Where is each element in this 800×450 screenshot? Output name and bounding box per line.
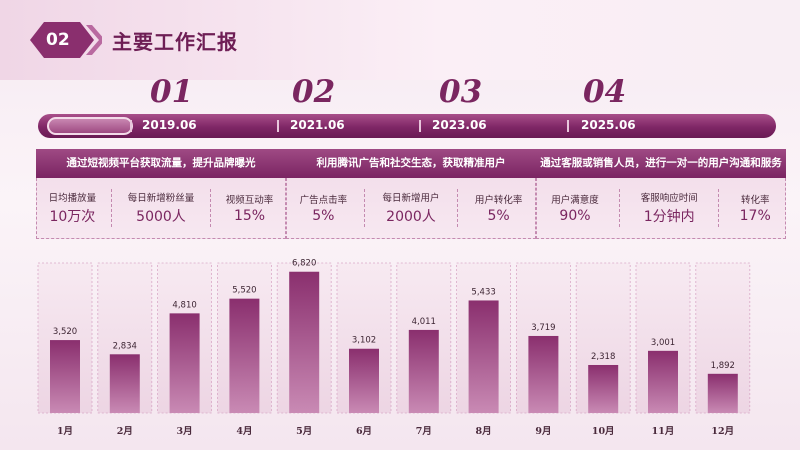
- metric: 广告点击率 5%: [300, 192, 348, 224]
- timeline-handle[interactable]: [47, 117, 133, 135]
- metric-label: 用户满意度: [551, 195, 599, 206]
- chart-bar: [588, 364, 619, 413]
- metric-value: 1分钟内: [643, 209, 695, 225]
- section-number: 02: [46, 30, 70, 50]
- chart-value-label: 2,318: [591, 352, 615, 362]
- metric: 转化率 17%: [740, 192, 771, 224]
- step-number-1: 01: [150, 74, 194, 110]
- chart-category-label: 2月: [117, 426, 133, 437]
- metric-value: 5%: [312, 208, 335, 224]
- metric-value: 90%: [559, 208, 591, 224]
- divider: [209, 189, 211, 227]
- metric: 客服响应时间 1分钟内: [641, 190, 698, 226]
- chart-bar: [528, 335, 559, 413]
- chart-value-label: 4,011: [412, 317, 436, 327]
- metric-label: 每日新增粉丝量: [127, 193, 195, 204]
- divider: [111, 189, 113, 227]
- header-background: [0, 0, 800, 80]
- step-number-2: 02: [292, 74, 336, 110]
- card-metrics: 日均播放量 10万次 每日新增粉丝量 5000人 视频互动率 15%: [36, 178, 286, 239]
- metric: 视频互动率 15%: [226, 192, 274, 224]
- section-header: 02 主要工作汇报: [30, 20, 238, 60]
- chart-value-label: 3,520: [53, 327, 77, 337]
- chart-category-label: 11月: [652, 426, 675, 437]
- card-tencent-ads: 利用腾讯广告和社交生态，获取精准用户 广告点击率 5% 每日新增用户 2000人…: [286, 149, 536, 239]
- chart-category-label: 7月: [416, 426, 432, 437]
- page-title: 主要工作汇报: [112, 29, 238, 54]
- section-number-badge: 02: [30, 22, 102, 58]
- timeline-bar: 2019.06 2021.06 2023.06 2025.06: [38, 114, 776, 138]
- metric-value: 5000人: [136, 209, 186, 225]
- chart-category-label: 9月: [535, 426, 551, 437]
- chart-category-label: 12月: [711, 426, 734, 437]
- card-metrics: 广告点击率 5% 每日新增用户 2000人 用户转化率 5%: [286, 178, 536, 239]
- timeline-date-3: 2023.06: [432, 118, 487, 132]
- chart-category-label: 1月: [57, 426, 73, 437]
- monthly-bar-chart: 3,520 1月 2,834 2月 4,810 3月 5,520 4月 6,820 5月 3,102…: [37, 259, 751, 437]
- chart-category-label: 8月: [476, 426, 492, 437]
- chart-category-label: 5月: [296, 426, 312, 437]
- chart-bar: [229, 298, 260, 413]
- card-title: 利用腾讯广告和社交生态，获取精准用户: [286, 149, 536, 178]
- metric-label: 视频互动率: [225, 195, 274, 206]
- metric: 每日新增粉丝量 5000人: [128, 190, 195, 226]
- chart-bar: [50, 340, 80, 413]
- metric-value: 17%: [739, 208, 771, 224]
- step-number-4: 04: [583, 74, 627, 110]
- card-title: 通过客服或销售人员，进行一对一的用户沟通和服务: [536, 149, 786, 178]
- chart-bar: [109, 354, 140, 413]
- chart-value-label: 1,892: [711, 361, 735, 371]
- chart-value-label: 6,820: [292, 259, 316, 269]
- chart-value-label: 2,834: [113, 341, 137, 351]
- divider: [718, 189, 720, 227]
- metric-label: 日均播放量: [48, 193, 97, 204]
- metric-value: 2000人: [386, 209, 436, 225]
- divider: [364, 189, 366, 227]
- chart-bar: [349, 348, 379, 413]
- metric-label: 广告点击率: [299, 195, 348, 206]
- card-short-video: 通过短视频平台获取流量，提升品牌曝光 日均播放量 10万次 每日新增粉丝量 50…: [36, 149, 286, 239]
- metric: 用户转化率 5%: [475, 192, 523, 224]
- metric: 用户满意度 90%: [551, 192, 599, 224]
- chart-category-label: 6月: [356, 426, 372, 437]
- metric-value: 15%: [233, 208, 266, 224]
- chart-bar: [707, 373, 738, 413]
- metric: 日均播放量 10万次: [49, 190, 97, 226]
- chart-bar: [289, 271, 320, 413]
- chart-value-label: 3,102: [352, 336, 376, 346]
- metric-label: 每日新增用户: [382, 193, 440, 204]
- chart-value-label: 5,433: [471, 287, 495, 297]
- card-metrics: 用户满意度 90% 客服响应时间 1分钟内 转化率 17%: [536, 178, 786, 239]
- metric-label: 用户转化率: [474, 195, 523, 206]
- metric: 每日新增用户 2000人: [382, 190, 439, 226]
- timeline-date-2: 2021.06: [290, 118, 345, 132]
- chart-bar: [169, 313, 200, 413]
- chart-value-label: 3,719: [531, 323, 555, 333]
- timeline-tick: [419, 120, 421, 132]
- chart-category-label: 4月: [236, 426, 252, 437]
- step-number-3: 03: [439, 74, 483, 110]
- chart-value-label: 4,810: [172, 300, 196, 310]
- chart-value-label: 3,001: [651, 338, 675, 348]
- timeline-tick: [567, 120, 569, 132]
- chart-bar: [408, 329, 439, 413]
- card-title: 通过短视频平台获取流量，提升品牌曝光: [36, 149, 286, 178]
- chart-category-label: 10月: [592, 426, 615, 437]
- timeline-tick: [130, 120, 132, 132]
- card-customer-service: 通过客服或销售人员，进行一对一的用户沟通和服务 用户满意度 90% 客服响应时间…: [536, 149, 786, 239]
- metric-value: 5%: [487, 208, 510, 224]
- timeline-tick: [277, 120, 279, 132]
- divider: [456, 189, 458, 227]
- metric-label: 客服响应时间: [640, 193, 698, 204]
- chart-category-label: 3月: [177, 426, 193, 437]
- timeline-date-4: 2025.06: [581, 118, 636, 132]
- chart-bar: [648, 350, 678, 413]
- metric-value: 10万次: [49, 209, 96, 225]
- metric-label: 转化率: [740, 195, 770, 206]
- chart-bar: [468, 300, 499, 413]
- timeline-date-1: 2019.06: [142, 118, 197, 132]
- divider: [619, 189, 621, 227]
- chart-value-label: 5,520: [232, 286, 256, 296]
